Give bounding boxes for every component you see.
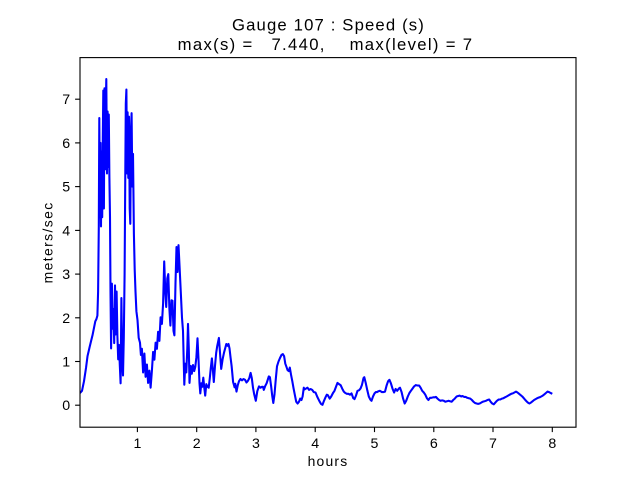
svg-text:6: 6 <box>430 436 438 452</box>
svg-text:7: 7 <box>62 92 70 108</box>
svg-text:5: 5 <box>62 180 70 196</box>
svg-text:Gauge 107 : Speed (s): Gauge 107 : Speed (s) <box>232 15 425 34</box>
svg-text:3: 3 <box>62 267 70 283</box>
svg-text:0: 0 <box>62 398 70 414</box>
svg-text:7: 7 <box>489 436 497 452</box>
svg-text:1: 1 <box>133 436 141 452</box>
svg-text:2: 2 <box>193 436 201 452</box>
svg-text:5: 5 <box>371 436 379 452</box>
svg-text:1: 1 <box>62 355 70 371</box>
svg-text:3: 3 <box>252 436 260 452</box>
svg-text:hours: hours <box>308 453 349 469</box>
svg-text:max(s) = 7.440, max(level: max(s) = 7.440, max(level) = 7 <box>178 35 474 54</box>
svg-text:8: 8 <box>548 436 556 452</box>
svg-text:4: 4 <box>311 436 319 452</box>
svg-text:4: 4 <box>62 223 70 239</box>
svg-text:6: 6 <box>62 136 70 152</box>
svg-text:2: 2 <box>62 311 70 327</box>
svg-text:meters/sec: meters/sec <box>40 201 56 283</box>
